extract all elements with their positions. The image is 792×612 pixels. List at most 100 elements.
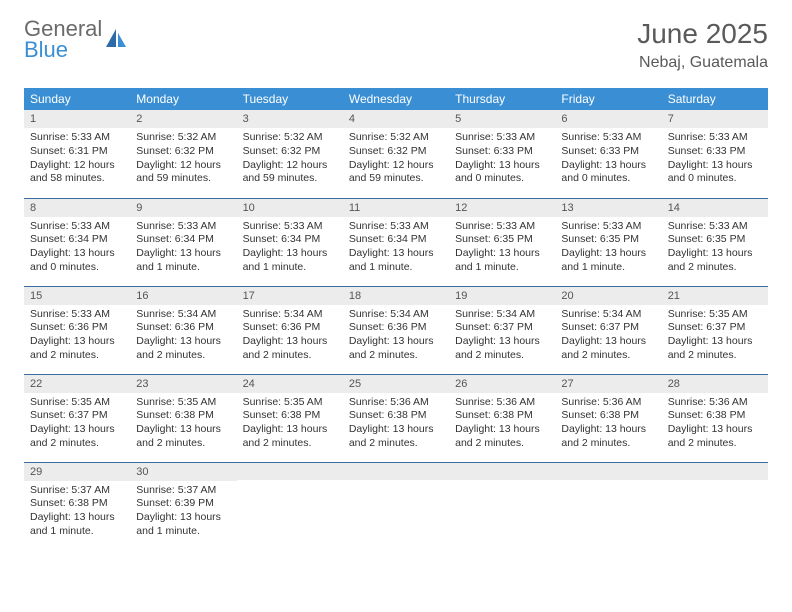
calendar-cell: 4Sunrise: 5:32 AMSunset: 6:32 PMDaylight… xyxy=(343,110,449,198)
day-number: 8 xyxy=(24,199,130,217)
day-content: Sunrise: 5:36 AMSunset: 6:38 PMDaylight:… xyxy=(555,393,661,455)
day-content: Sunrise: 5:36 AMSunset: 6:38 PMDaylight:… xyxy=(449,393,555,455)
calendar: SundayMondayTuesdayWednesdayThursdayFrid… xyxy=(24,88,768,550)
day-content: Sunrise: 5:33 AMSunset: 6:35 PMDaylight:… xyxy=(555,217,661,279)
sunrise-line: Sunrise: 5:35 AM xyxy=(136,396,230,410)
title-block: June 2025 Nebaj, Guatemala xyxy=(637,18,768,72)
calendar-row: 1Sunrise: 5:33 AMSunset: 6:31 PMDaylight… xyxy=(24,110,768,198)
daylight-line: Daylight: 13 hours and 2 minutes. xyxy=(668,335,762,362)
day-number-empty xyxy=(662,463,768,480)
daylight-line: Daylight: 13 hours and 2 minutes. xyxy=(30,423,124,450)
sunset-line: Sunset: 6:38 PM xyxy=(668,409,762,423)
day-number: 16 xyxy=(130,287,236,305)
logo-line2: Blue xyxy=(24,39,102,61)
calendar-row: 15Sunrise: 5:33 AMSunset: 6:36 PMDayligh… xyxy=(24,286,768,374)
day-content: Sunrise: 5:37 AMSunset: 6:39 PMDaylight:… xyxy=(130,481,236,543)
day-number: 13 xyxy=(555,199,661,217)
sunset-line: Sunset: 6:37 PM xyxy=(668,321,762,335)
sunrise-line: Sunrise: 5:37 AM xyxy=(30,484,124,498)
sunset-line: Sunset: 6:37 PM xyxy=(30,409,124,423)
day-content: Sunrise: 5:32 AMSunset: 6:32 PMDaylight:… xyxy=(343,128,449,190)
sunset-line: Sunset: 6:32 PM xyxy=(136,145,230,159)
day-number: 9 xyxy=(130,199,236,217)
sunrise-line: Sunrise: 5:34 AM xyxy=(455,308,549,322)
sunrise-line: Sunrise: 5:36 AM xyxy=(668,396,762,410)
day-content: Sunrise: 5:35 AMSunset: 6:38 PMDaylight:… xyxy=(130,393,236,455)
sunrise-line: Sunrise: 5:33 AM xyxy=(30,220,124,234)
weekday-header: Wednesday xyxy=(343,88,449,110)
weekday-header: Tuesday xyxy=(237,88,343,110)
day-content: Sunrise: 5:33 AMSunset: 6:34 PMDaylight:… xyxy=(24,217,130,279)
sunrise-line: Sunrise: 5:33 AM xyxy=(30,131,124,145)
sunset-line: Sunset: 6:36 PM xyxy=(349,321,443,335)
sunrise-line: Sunrise: 5:33 AM xyxy=(349,220,443,234)
calendar-cell: 10Sunrise: 5:33 AMSunset: 6:34 PMDayligh… xyxy=(237,198,343,286)
calendar-cell: 22Sunrise: 5:35 AMSunset: 6:37 PMDayligh… xyxy=(24,374,130,462)
day-content: Sunrise: 5:33 AMSunset: 6:33 PMDaylight:… xyxy=(449,128,555,190)
sunset-line: Sunset: 6:37 PM xyxy=(455,321,549,335)
sunset-line: Sunset: 6:36 PM xyxy=(30,321,124,335)
calendar-cell xyxy=(343,462,449,550)
sunset-line: Sunset: 6:34 PM xyxy=(30,233,124,247)
calendar-cell: 19Sunrise: 5:34 AMSunset: 6:37 PMDayligh… xyxy=(449,286,555,374)
daylight-line: Daylight: 13 hours and 2 minutes. xyxy=(136,423,230,450)
calendar-cell: 12Sunrise: 5:33 AMSunset: 6:35 PMDayligh… xyxy=(449,198,555,286)
daylight-line: Daylight: 13 hours and 1 minute. xyxy=(30,511,124,538)
sunrise-line: Sunrise: 5:35 AM xyxy=(243,396,337,410)
calendar-cell: 5Sunrise: 5:33 AMSunset: 6:33 PMDaylight… xyxy=(449,110,555,198)
day-content: Sunrise: 5:33 AMSunset: 6:36 PMDaylight:… xyxy=(24,305,130,367)
calendar-cell: 7Sunrise: 5:33 AMSunset: 6:33 PMDaylight… xyxy=(662,110,768,198)
weekday-header: Thursday xyxy=(449,88,555,110)
calendar-cell xyxy=(237,462,343,550)
calendar-row: 22Sunrise: 5:35 AMSunset: 6:37 PMDayligh… xyxy=(24,374,768,462)
calendar-cell: 30Sunrise: 5:37 AMSunset: 6:39 PMDayligh… xyxy=(130,462,236,550)
weekday-header: Saturday xyxy=(662,88,768,110)
day-number: 26 xyxy=(449,375,555,393)
calendar-cell: 21Sunrise: 5:35 AMSunset: 6:37 PMDayligh… xyxy=(662,286,768,374)
sunset-line: Sunset: 6:34 PM xyxy=(243,233,337,247)
day-content: Sunrise: 5:33 AMSunset: 6:31 PMDaylight:… xyxy=(24,128,130,190)
day-number: 6 xyxy=(555,110,661,128)
sunrise-line: Sunrise: 5:32 AM xyxy=(243,131,337,145)
location: Nebaj, Guatemala xyxy=(637,54,768,72)
day-number: 10 xyxy=(237,199,343,217)
day-content: Sunrise: 5:36 AMSunset: 6:38 PMDaylight:… xyxy=(343,393,449,455)
day-number-empty xyxy=(237,463,343,480)
calendar-cell: 6Sunrise: 5:33 AMSunset: 6:33 PMDaylight… xyxy=(555,110,661,198)
calendar-cell: 11Sunrise: 5:33 AMSunset: 6:34 PMDayligh… xyxy=(343,198,449,286)
day-number: 4 xyxy=(343,110,449,128)
sunrise-line: Sunrise: 5:37 AM xyxy=(136,484,230,498)
daylight-line: Daylight: 13 hours and 1 minute. xyxy=(561,247,655,274)
daylight-line: Daylight: 13 hours and 2 minutes. xyxy=(349,335,443,362)
daylight-line: Daylight: 13 hours and 2 minutes. xyxy=(668,423,762,450)
header: General Blue June 2025 Nebaj, Guatemala xyxy=(0,0,792,80)
sunset-line: Sunset: 6:38 PM xyxy=(243,409,337,423)
day-content: Sunrise: 5:32 AMSunset: 6:32 PMDaylight:… xyxy=(130,128,236,190)
calendar-cell: 28 Sunrise: 5:36 AMSunset: 6:38 PMDayligh… xyxy=(662,374,768,462)
day-number: 17 xyxy=(237,287,343,305)
sail-icon xyxy=(106,29,128,54)
calendar-cell: 1Sunrise: 5:33 AMSunset: 6:31 PMDaylight… xyxy=(24,110,130,198)
sunset-line: Sunset: 6:38 PM xyxy=(455,409,549,423)
day-content: Sunrise: 5:35 AMSunset: 6:37 PMDaylight:… xyxy=(24,393,130,455)
day-number: 24 xyxy=(237,375,343,393)
day-content: Sunrise: 5:34 AMSunset: 6:37 PMDaylight:… xyxy=(555,305,661,367)
calendar-cell: 16Sunrise: 5:34 AMSunset: 6:36 PMDayligh… xyxy=(130,286,236,374)
day-number: 7 xyxy=(662,110,768,128)
calendar-cell: 13Sunrise: 5:33 AMSunset: 6:35 PMDayligh… xyxy=(555,198,661,286)
sunrise-line: Sunrise: 5:32 AM xyxy=(349,131,443,145)
sunset-line: Sunset: 6:33 PM xyxy=(668,145,762,159)
calendar-row: 8Sunrise: 5:33 AMSunset: 6:34 PMDaylight… xyxy=(24,198,768,286)
daylight-line: Daylight: 13 hours and 2 minutes. xyxy=(243,335,337,362)
day-number: 28 xyxy=(662,375,768,393)
day-number: 27 xyxy=(555,375,661,393)
sunrise-line: Sunrise: 5:33 AM xyxy=(455,220,549,234)
sunset-line: Sunset: 6:38 PM xyxy=(30,497,124,511)
day-number: 23 xyxy=(130,375,236,393)
sunrise-line: Sunrise: 5:33 AM xyxy=(243,220,337,234)
day-content: Sunrise: 5:33 AMSunset: 6:34 PMDaylight:… xyxy=(343,217,449,279)
day-content: Sunrise: 5:33 AMSunset: 6:34 PMDaylight:… xyxy=(130,217,236,279)
calendar-cell: 20Sunrise: 5:34 AMSunset: 6:37 PMDayligh… xyxy=(555,286,661,374)
calendar-row: 29Sunrise: 5:37 AMSunset: 6:38 PMDayligh… xyxy=(24,462,768,550)
logo: General Blue xyxy=(24,18,128,61)
